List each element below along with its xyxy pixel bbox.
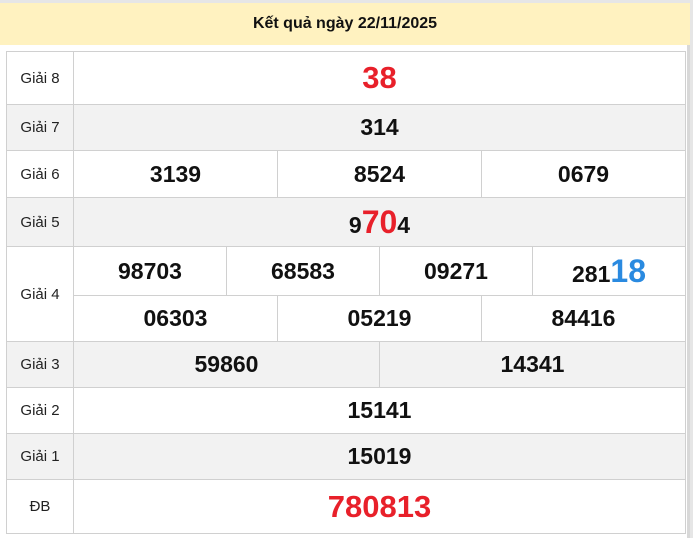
- row-giai-2: Giải 2 15141: [6, 387, 686, 434]
- row-giai-6: Giải 6 3139 8524 0679: [6, 150, 686, 198]
- prize-number: 15019: [73, 433, 686, 480]
- prize-label: Giải 7: [6, 104, 74, 151]
- prize-number: 314: [73, 104, 686, 151]
- prize-number: 98703: [73, 246, 227, 296]
- prize-number: 0679: [481, 150, 686, 198]
- prize-number: 14341: [379, 341, 686, 388]
- row-giai-8: Giải 8 38: [6, 51, 686, 105]
- prize-label: Giải 5: [6, 197, 74, 247]
- highlight-digits: 70: [361, 203, 398, 240]
- prize-number: 15141: [73, 387, 686, 434]
- prize-number: 09271: [379, 246, 533, 296]
- prize-number: 84416: [481, 295, 686, 342]
- prize-label: Giải 3: [6, 341, 74, 388]
- prize-label: Giải 4: [6, 246, 74, 342]
- row-giai-4: Giải 4 98703 68583 09271 28118: [6, 246, 686, 342]
- results-panel: Kết quả ngày 22/11/2025 Giải 8 38 Giải 7…: [0, 3, 690, 538]
- prize-label: Giải 8: [6, 51, 74, 105]
- digits: 281: [572, 260, 611, 287]
- prize-number: 28118: [532, 246, 686, 296]
- row-giai-7: Giải 7 314: [6, 104, 686, 151]
- row-giai-5: Giải 5 9704: [6, 197, 686, 247]
- row-giai-4b: 06303 05219 84416: [7, 295, 686, 342]
- prize-number: 3139: [73, 150, 278, 198]
- prize-label: Giải 2: [6, 387, 74, 434]
- row-giai-3: Giải 3 59860 14341: [6, 341, 686, 388]
- row-dac-biet: ĐB 780813: [6, 479, 686, 534]
- prize-label: Giải 1: [6, 433, 74, 480]
- highlight-digits: 18: [610, 252, 646, 289]
- prize-number: 06303: [73, 295, 278, 342]
- prize-number: 8524: [277, 150, 482, 198]
- prize-label: ĐB: [6, 479, 74, 534]
- special-prize-number: 780813: [73, 479, 686, 534]
- prize-number: 59860: [73, 341, 380, 388]
- prize-label: Giải 6: [6, 150, 74, 198]
- prize-number: 38: [73, 51, 686, 105]
- prize-number: 68583: [226, 246, 380, 296]
- digits: 4: [397, 211, 411, 238]
- results-title: Kết quả ngày 22/11/2025: [0, 3, 690, 45]
- prize-number: 9704: [73, 197, 686, 247]
- results-table: Giải 8 38 Giải 7 314 Giải 6 3139 8524 06…: [6, 51, 686, 534]
- prize-number: 05219: [277, 295, 482, 342]
- digits: 9: [348, 211, 362, 238]
- row-giai-1: Giải 1 15019: [6, 433, 686, 480]
